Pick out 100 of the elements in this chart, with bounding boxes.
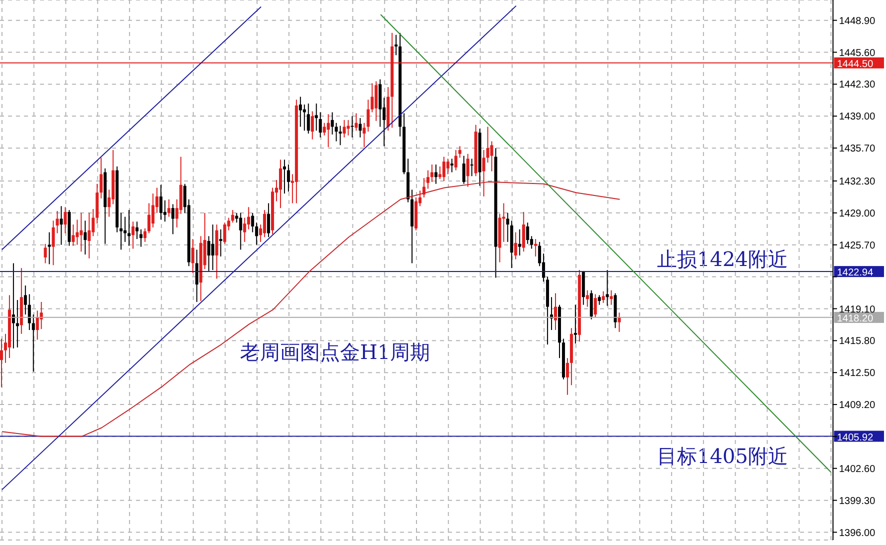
candlestick — [147, 202, 150, 234]
candlestick — [354, 112, 358, 132]
candlestick — [534, 238, 538, 257]
candlestick — [140, 228, 142, 248]
candlestick — [92, 208, 95, 237]
y-tick-label: 1435.70 — [839, 144, 876, 155]
candlestick — [574, 304, 577, 344]
candlestick — [434, 164, 438, 184]
candlestick — [223, 222, 226, 244]
y-tick-label: 1439.00 — [839, 112, 876, 123]
candlestick — [450, 158, 454, 173]
candlestick — [60, 206, 63, 246]
ref-line-label: 1422.94 — [837, 268, 874, 279]
y-tick-label: 1445.60 — [839, 48, 876, 59]
candlestick — [219, 228, 222, 257]
candlestick — [358, 118, 362, 138]
candlestick — [239, 212, 242, 250]
candlestick — [314, 103, 318, 132]
candlestick — [143, 228, 146, 242]
candlestick — [88, 212, 91, 259]
y-tick-label: 1432.30 — [839, 176, 876, 188]
candlestick — [518, 228, 522, 256]
candlestick — [470, 158, 474, 177]
candlestick — [167, 198, 170, 218]
annotation: 止损1424附近 — [657, 247, 788, 271]
candlestick — [0, 338, 3, 388]
candlestick — [526, 222, 530, 244]
candlestick — [132, 221, 135, 250]
candlestick — [606, 270, 609, 306]
y-tick-label: 1415.80 — [839, 336, 876, 348]
candlestick — [586, 290, 589, 308]
candlestick — [32, 314, 35, 372]
line-series — [1, 181, 620, 437]
candlestick — [195, 249, 198, 302]
candlestick — [243, 217, 246, 242]
candlestick — [310, 110, 314, 140]
candlestick — [163, 200, 166, 222]
candlestick — [374, 80, 378, 122]
candlestick — [286, 164, 290, 192]
candlestick — [454, 150, 458, 171]
y-tick-label: 1409.20 — [839, 400, 876, 412]
candlestick — [100, 157, 103, 199]
candlestick — [298, 96, 302, 128]
y-tick-label: 1399.30 — [839, 496, 876, 507]
candlestick — [362, 122, 366, 148]
candlestick — [56, 210, 59, 234]
candlestick — [72, 224, 75, 246]
candlestick — [306, 103, 310, 134]
candlestick — [64, 206, 67, 234]
candlestick — [84, 220, 87, 256]
y-tick-label: 1412.50 — [839, 368, 876, 380]
candlestick — [350, 116, 354, 138]
candlestick — [24, 284, 27, 316]
y-tick-label: 1425.70 — [839, 240, 876, 252]
candlestick — [430, 164, 434, 182]
candlestick — [251, 212, 254, 233]
candlestick — [255, 222, 258, 246]
candlestick — [338, 125, 342, 146]
y-tick-label: 1429.00 — [839, 208, 876, 220]
candlestick — [326, 114, 330, 148]
ref-line-label: 1444.50 — [837, 58, 874, 70]
candlestick — [36, 310, 39, 340]
candlestick — [151, 193, 154, 228]
candlestick — [52, 220, 55, 266]
candlestick — [330, 112, 334, 136]
candlestick — [159, 184, 162, 220]
y-tick-label: 1419.10 — [839, 304, 876, 316]
candlestick — [594, 294, 597, 318]
candlestick — [211, 224, 214, 270]
candlestick — [44, 243, 47, 264]
candlestick — [16, 300, 19, 348]
candlestick — [442, 156, 446, 182]
candlestick — [80, 212, 83, 252]
candlestick — [522, 211, 526, 252]
candlestick — [598, 294, 601, 306]
candlestick — [231, 210, 234, 224]
candlestick — [278, 159, 282, 209]
candlestick — [506, 212, 510, 242]
candlestick — [334, 122, 338, 142]
candlestick — [458, 146, 462, 158]
candlestick — [394, 34, 398, 56]
y-tick-label: 1442.30 — [839, 80, 876, 91]
candlestick — [267, 202, 270, 238]
candlestick — [302, 104, 306, 132]
candlestick — [514, 232, 518, 260]
candlestick — [566, 358, 569, 396]
y-tick-label: 1448.90 — [839, 16, 876, 27]
annotation: 老周画图点金H1周期 — [240, 340, 430, 364]
candlestick — [610, 290, 613, 306]
candlestick — [76, 219, 79, 246]
ref-line-label: 1405.92 — [837, 432, 874, 444]
candlestick — [366, 99, 370, 132]
candlestick — [618, 312, 621, 332]
candlestick — [490, 140, 494, 172]
candlestick — [602, 290, 605, 304]
candlestick — [590, 290, 593, 320]
candlestick — [342, 120, 346, 138]
candlestick — [263, 210, 266, 238]
candlestick — [191, 238, 194, 274]
candlestick — [247, 206, 250, 230]
